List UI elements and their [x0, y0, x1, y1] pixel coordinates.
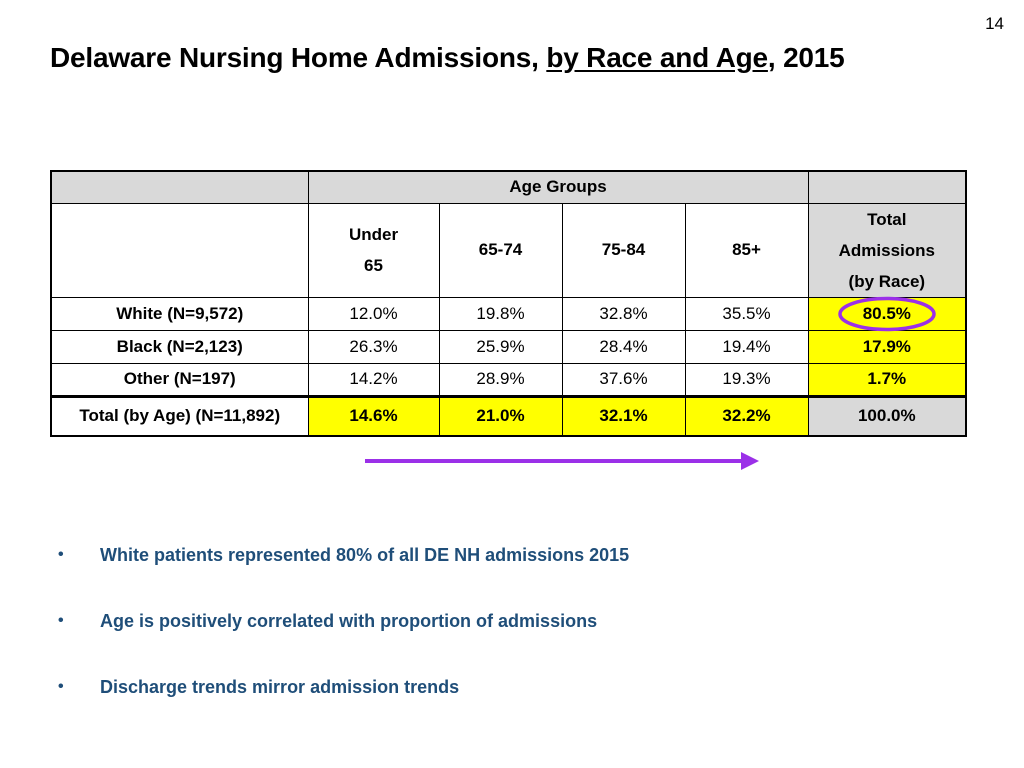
col-under-65: Under 65	[307, 202, 440, 298]
highlight-circle	[838, 296, 936, 331]
col-total-line2: Admissions	[838, 240, 935, 260]
page-number: 14	[985, 14, 1004, 33]
table-cell: 19.4%	[684, 329, 809, 364]
table-cell: 14.2%	[307, 362, 440, 397]
col-total-line1: Total	[867, 209, 907, 229]
header-corner-cell	[50, 170, 309, 204]
table-row-total: Total (by Age) (N=11,892) 14.6% 21.0% 32…	[50, 394, 968, 437]
col-total-line3: (by Race)	[848, 271, 926, 291]
title-part-2-underlined: by Race and Age	[546, 42, 768, 73]
table-cell: 26.3%	[307, 329, 440, 364]
table-cell: 32.8%	[561, 296, 686, 331]
col-85-plus: 85+	[684, 202, 809, 298]
table-cell: 25.9%	[438, 329, 563, 364]
total-cell-black: 17.9%	[807, 329, 968, 364]
bullet-text: White patients represented 80% of all DE…	[100, 544, 630, 565]
total-by-age-cell: 21.0%	[438, 394, 563, 437]
bullet-icon: •	[58, 678, 64, 695]
total-by-age-cell: 32.2%	[684, 394, 809, 437]
col-75-84: 75-84	[561, 202, 686, 298]
grand-total-cell: 100.0%	[807, 394, 968, 437]
table-cell: 19.3%	[684, 362, 809, 397]
total-cell-other: 1.7%	[807, 362, 968, 397]
row-label-total: Total (by Age) (N=11,892)	[50, 394, 309, 437]
col-under-65-line1: Under	[348, 225, 399, 244]
row-label-black: Black (N=2,123)	[50, 329, 309, 364]
bullet-text: Age is positively correlated with propor…	[100, 610, 598, 631]
table-cell: 37.6%	[561, 362, 686, 397]
right-arrow-annotation	[365, 452, 759, 470]
row-label-white: White (N=9,572)	[50, 296, 309, 331]
title-part-3: , 2015	[767, 42, 845, 73]
table-cell: 19.8%	[438, 296, 563, 331]
total-cell-white: 80.5%	[807, 296, 968, 331]
age-groups-header: Age Groups	[307, 170, 809, 204]
bullet-text: Discharge trends mirror admission trends	[100, 676, 460, 697]
list-item: • Age is positively correlated with propo…	[58, 606, 629, 636]
row-label-other: Other (N=197)	[50, 362, 309, 397]
col-under-65-line2: 65	[364, 256, 383, 275]
col-65-74: 65-74	[438, 202, 563, 298]
table-cell: 35.5%	[684, 296, 809, 331]
total-by-age-cell: 14.6%	[307, 394, 440, 437]
title-part-1: Delaware Nursing Home Admissions,	[50, 42, 547, 73]
list-item: • White patients represented 80% of all D…	[58, 540, 629, 570]
admissions-table: Age Groups Under 65 65-74 75-84 85+ Tota…	[50, 170, 968, 437]
subheader-blank	[50, 202, 309, 298]
table-row: White (N=9,572) 12.0% 19.8% 32.8% 35.5% …	[50, 296, 968, 331]
bullet-icon: •	[58, 612, 64, 629]
header-total-blank	[807, 170, 968, 204]
table-row: Black (N=2,123) 26.3% 25.9% 28.4% 19.4% …	[50, 329, 968, 364]
table-cell: 28.9%	[438, 362, 563, 397]
table-cell: 12.0%	[307, 296, 440, 331]
table-cell: 28.4%	[561, 329, 686, 364]
total-value-white: 80.5%	[862, 303, 911, 323]
slide-title: Delaware Nursing Home Admissions, by Rac…	[50, 42, 845, 74]
col-total-admissions: Total Admissions (by Race)	[807, 202, 968, 298]
total-by-age-cell: 32.1%	[561, 394, 686, 437]
table-row: Other (N=197) 14.2% 28.9% 37.6% 19.3% 1.…	[50, 362, 968, 397]
bullet-icon: •	[58, 546, 64, 563]
bullet-list: • White patients represented 80% of all D…	[58, 540, 629, 738]
list-item: • Discharge trends mirror admission trend…	[58, 672, 629, 702]
